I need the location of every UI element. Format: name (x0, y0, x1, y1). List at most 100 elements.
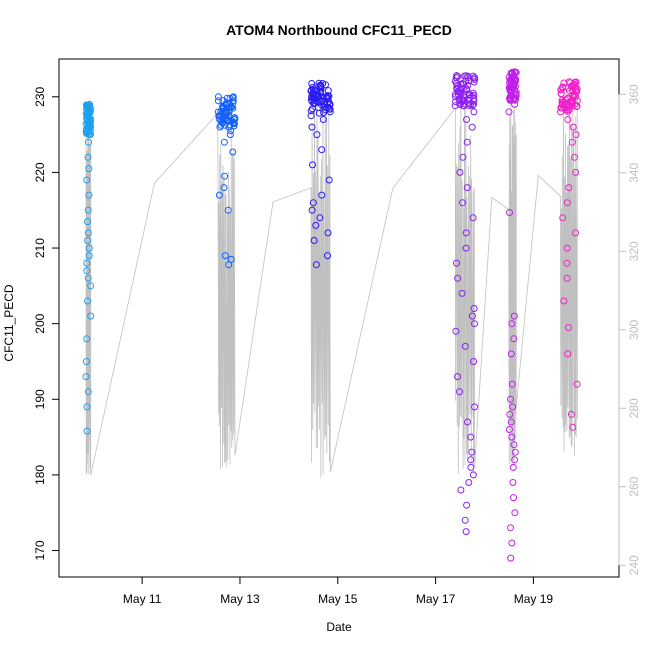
data-point (451, 102, 459, 110)
data-point (456, 168, 464, 176)
data-point (85, 123, 92, 131)
chart-title: ATOM4 Northbound CFC11_PECD (226, 22, 452, 38)
data-point (83, 427, 91, 435)
data-point (225, 104, 233, 112)
data-point (456, 388, 463, 396)
data-point (325, 176, 333, 184)
data-point (569, 87, 577, 95)
data-point (467, 433, 475, 441)
data-point (508, 433, 516, 441)
data-point (573, 97, 581, 105)
data-point (466, 91, 474, 99)
data-point (456, 97, 464, 105)
data-point (507, 86, 515, 94)
data-point (469, 89, 477, 97)
data-point (457, 486, 465, 494)
data-point (326, 105, 334, 113)
data-point (84, 237, 92, 244)
data-point (312, 221, 320, 229)
data-point (83, 403, 91, 411)
data-point (511, 509, 519, 517)
y2-tick-label: 260 (627, 476, 641, 496)
data-point (507, 524, 514, 532)
y-tick-label: 220 (33, 162, 47, 182)
data-point (567, 83, 575, 91)
data-point (308, 206, 316, 214)
data-point (318, 191, 326, 199)
data-point (453, 259, 460, 267)
y2-tick-label: 240 (627, 555, 641, 575)
data-point (452, 74, 460, 82)
data-point (84, 109, 92, 117)
data-point (508, 380, 516, 388)
data-point (460, 102, 468, 110)
plot-area (82, 68, 581, 562)
data-point (310, 93, 317, 101)
data-point (559, 84, 566, 92)
data-point (506, 410, 514, 418)
data-point (463, 116, 470, 123)
x-axis-label: Date (326, 620, 352, 634)
data-point (569, 423, 577, 431)
data-point (507, 95, 515, 103)
data-point (87, 282, 95, 290)
data-point (309, 161, 316, 169)
data-point (465, 479, 473, 486)
data-point (471, 320, 478, 328)
data-point (567, 410, 575, 418)
axes: May 11 May 13 May 15 May 17 May 19 170 180 190 2… (33, 84, 641, 606)
data-point (572, 168, 580, 176)
y-tick-label: 230 (33, 86, 47, 106)
data-point (214, 93, 222, 101)
data-point (82, 101, 90, 109)
data-point (468, 312, 476, 320)
data-point (569, 123, 577, 131)
data-point (507, 77, 515, 85)
y-tick-label: 170 (33, 540, 47, 560)
data-point (505, 426, 513, 433)
data-point (468, 123, 476, 131)
y-tick-label: 190 (33, 389, 47, 409)
data-point (84, 218, 91, 226)
data-point (82, 373, 90, 381)
data-point (86, 124, 94, 132)
data-point (507, 418, 515, 426)
data-point (220, 184, 228, 192)
y-tick-label: 180 (33, 465, 47, 485)
data-point (470, 358, 477, 365)
data-point (471, 403, 478, 411)
data-point (84, 153, 92, 161)
data-point (560, 297, 568, 305)
data-point (511, 96, 519, 104)
data-point (82, 358, 90, 365)
data-point (463, 138, 471, 146)
data-point (225, 123, 233, 131)
data-point (221, 252, 229, 260)
data-point (505, 108, 513, 116)
data-point (572, 131, 580, 139)
data-point (83, 267, 91, 275)
x-tick-label: May 11 (123, 592, 162, 606)
data-point (452, 98, 459, 106)
data-point (469, 471, 477, 479)
data-point (82, 129, 90, 137)
data-point (470, 108, 478, 116)
data-point (229, 97, 237, 105)
data-point (455, 88, 463, 96)
data-point (454, 274, 462, 282)
data-point (564, 350, 572, 358)
data-point (84, 388, 92, 396)
data-point (224, 206, 232, 214)
data-point (85, 244, 93, 252)
y-tick-label: 200 (33, 313, 47, 333)
data-point (464, 74, 472, 82)
data-point (309, 83, 317, 91)
data-point (230, 118, 238, 126)
data-point (510, 441, 518, 449)
data-point (223, 94, 231, 102)
data-point (309, 199, 317, 207)
data-point (459, 80, 467, 87)
data-point (468, 448, 476, 456)
data-point (83, 176, 91, 184)
